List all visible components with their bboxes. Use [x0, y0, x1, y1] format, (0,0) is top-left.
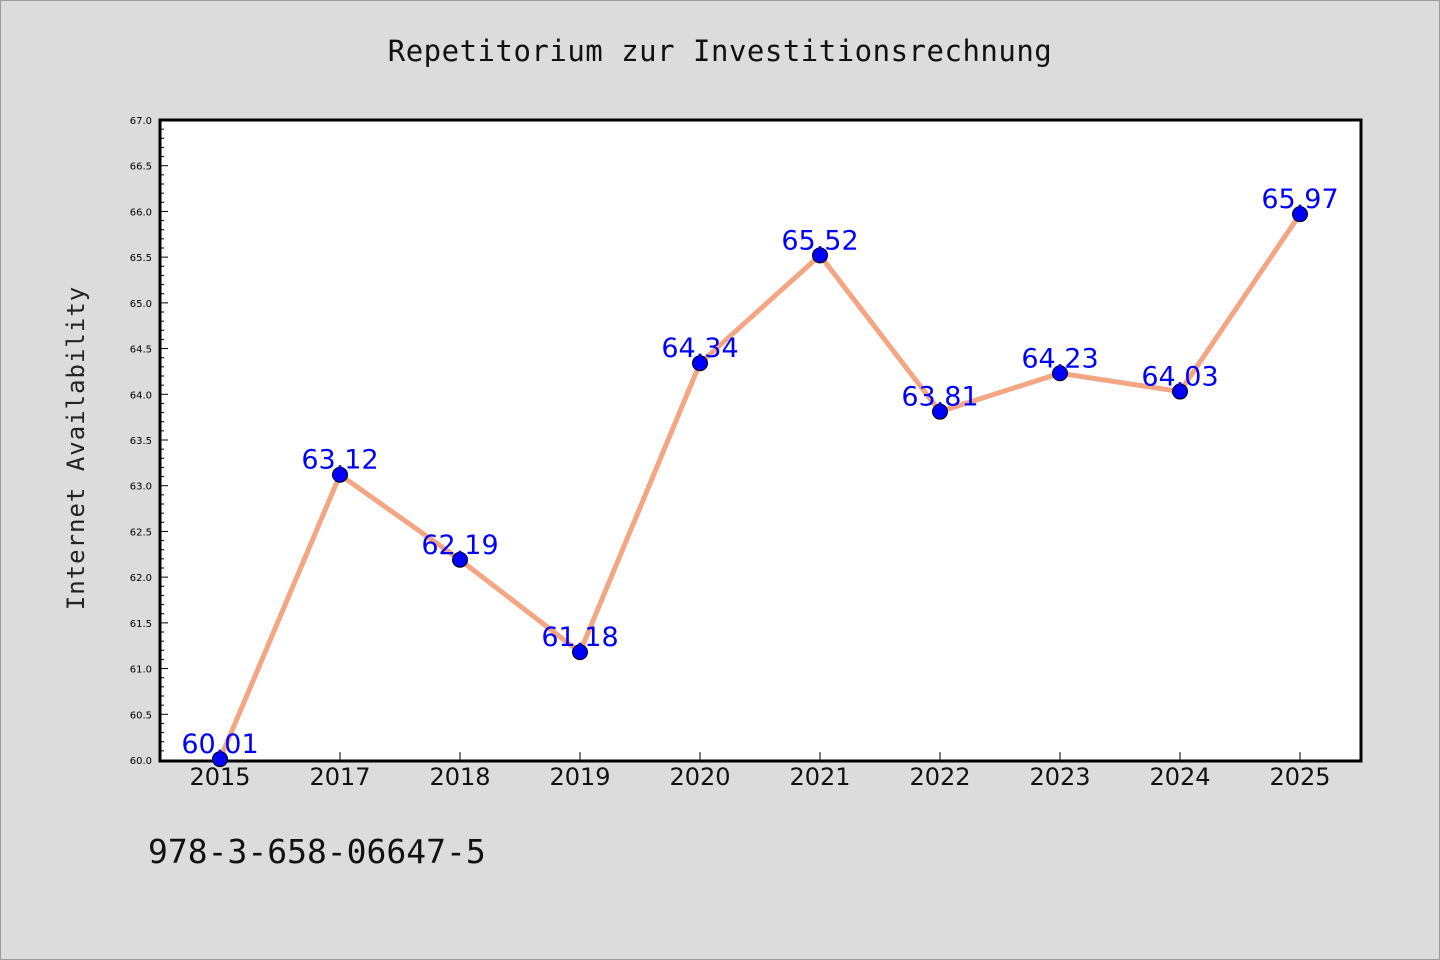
y-tick-label: 62.5: [130, 527, 152, 538]
x-tick-label: 2021: [789, 763, 850, 791]
data-point: [572, 644, 588, 661]
data-label: 60.01: [181, 729, 258, 760]
data-point: [1172, 383, 1188, 400]
data-label: 64.03: [1141, 362, 1218, 393]
data-point: [932, 403, 948, 420]
x-tick-label: 2025: [1269, 763, 1330, 791]
series-line: [217, 211, 1303, 762]
data-label: 65.97: [1261, 184, 1338, 215]
y-tick-label: 64.0: [130, 390, 152, 401]
x-axis-ticks: 2015 2017 2018 2019 2020 2021 2022 2023 2024 2025: [189, 752, 1331, 791]
y-tick-label: 60.5: [130, 710, 152, 721]
data-point: [332, 466, 348, 483]
plot-area: [158, 118, 1363, 763]
y-tick-label: 63.5: [130, 436, 152, 447]
x-tick-label: 2022: [909, 763, 970, 791]
data-label: 63.81: [901, 382, 978, 413]
y-tick-label: 61.0: [130, 665, 152, 676]
y-tick-label: 63.0: [130, 482, 152, 493]
data-markers: [212, 206, 1308, 768]
y-tick-label: 65.5: [130, 253, 152, 264]
y-tick-label: 66.5: [130, 162, 152, 173]
data-label: 64.23: [1021, 343, 1098, 374]
data-label: 63.12: [301, 445, 378, 476]
x-tick-label: 2020: [669, 763, 730, 791]
y-tick-label: 62.0: [130, 573, 152, 584]
data-point: [452, 551, 468, 568]
data-point: [1292, 206, 1308, 223]
y-axis-ticks: 60.0 60.5 61.0 61.5 62.0 62.5 63.0 63.5 64.0 64.5…: [130, 116, 168, 767]
data-label: 62.19: [421, 530, 498, 561]
data-point: [1052, 365, 1068, 382]
x-tick-label: 2024: [1149, 763, 1210, 791]
footer-isbn: 978-3-658-06647-5: [148, 832, 486, 871]
y-tick-label: 61.5: [130, 619, 152, 630]
y-tick-label: 60.0: [130, 756, 152, 767]
y-tick-label: 67.0: [130, 116, 152, 127]
x-tick-label: 2018: [429, 763, 490, 791]
data-point: [692, 355, 708, 372]
data-label: 64.34: [661, 333, 738, 364]
chart-title: Repetitorium zur Investitionsrechnung: [387, 34, 1053, 68]
x-tick-label: 2015: [189, 763, 250, 791]
x-tick-label: 2023: [1029, 763, 1090, 791]
data-labels: 60.01 63.12 62.19 61.18 64.34 65.52 63.81 64.23…: [181, 184, 1338, 760]
x-tick-label: 2017: [309, 763, 370, 791]
data-point: [212, 751, 228, 768]
x-tick-label: 2019: [549, 763, 610, 791]
data-label: 65.52: [781, 225, 858, 256]
y-tick-label: 65.0: [130, 299, 152, 310]
data-label: 61.18: [541, 622, 618, 653]
data-point: [812, 247, 828, 264]
y-tick-label: 64.5: [130, 345, 152, 356]
y-tick-label: 66.0: [130, 207, 152, 218]
